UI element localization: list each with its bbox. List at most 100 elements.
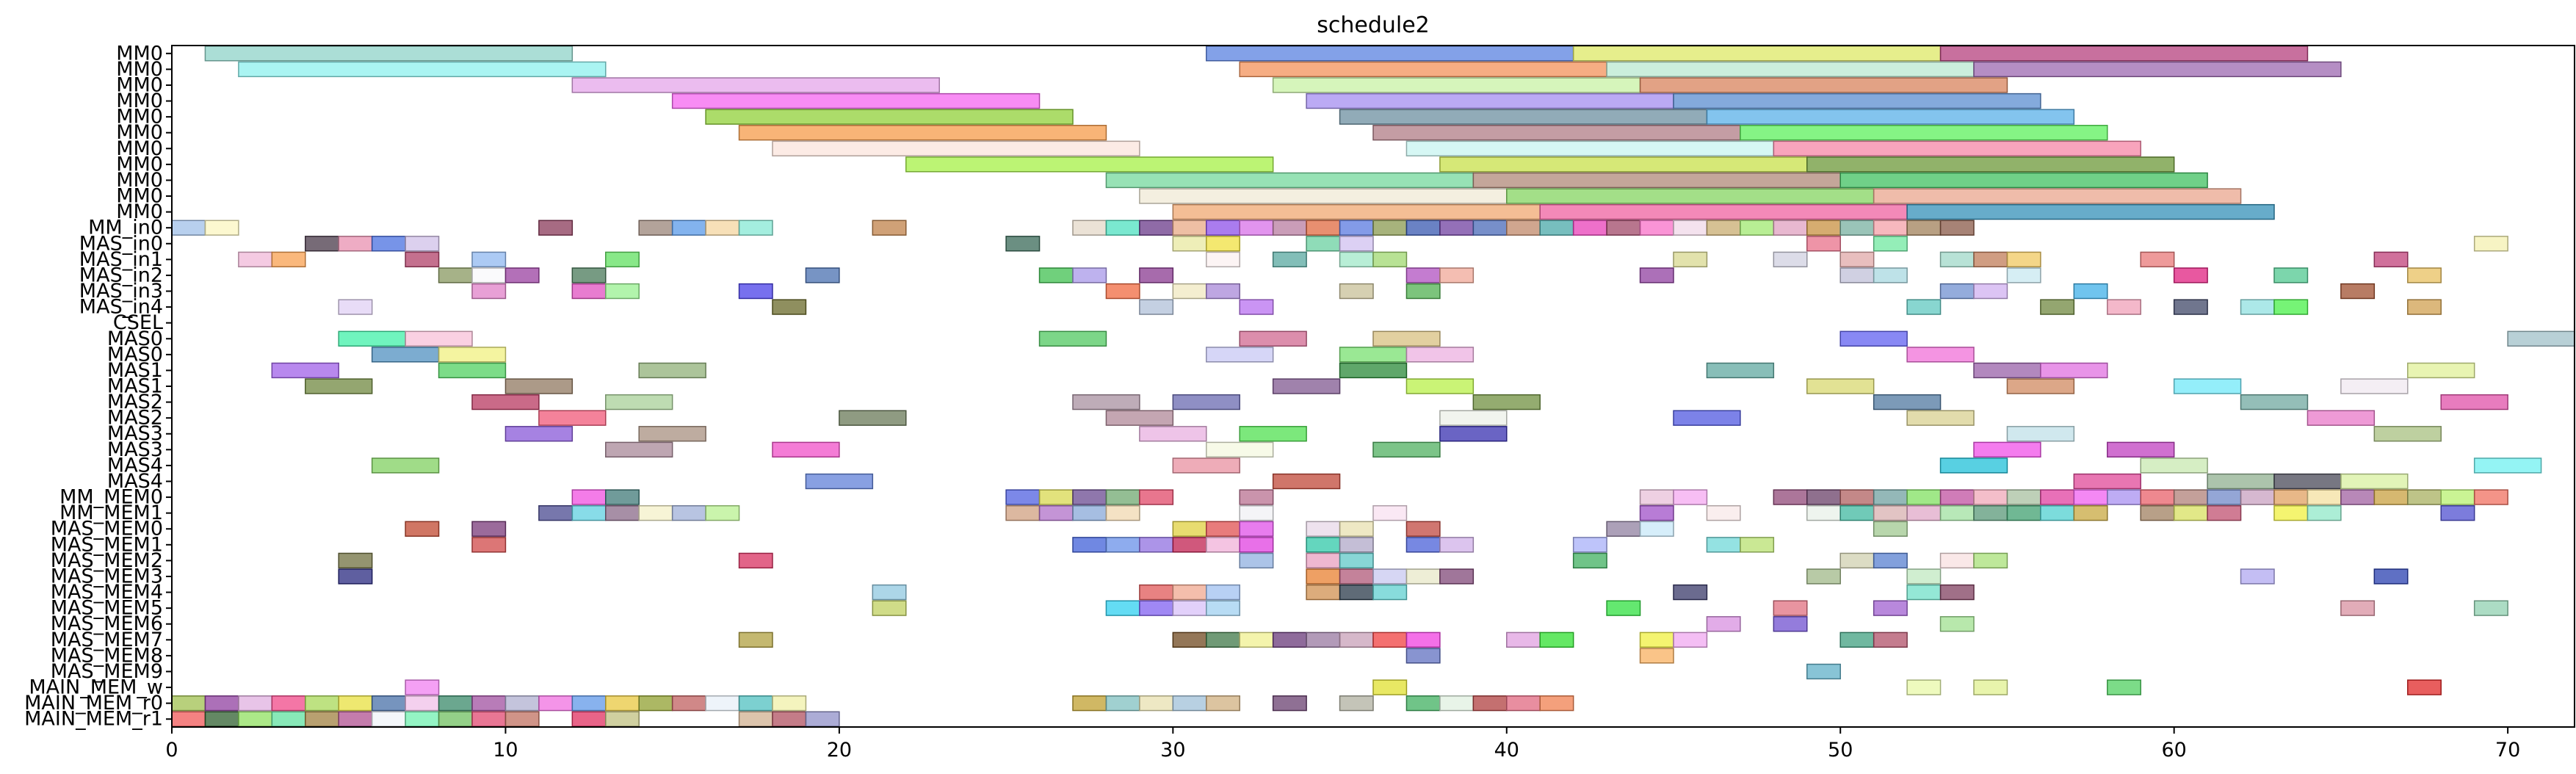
task-bar (1539, 220, 1574, 236)
task-bar (438, 267, 473, 283)
task-bar (471, 521, 507, 537)
task-bar (2340, 378, 2409, 394)
y-tick-label: MAS_MEM6 (51, 612, 163, 635)
task-bar (1405, 537, 1441, 553)
task-bar (405, 521, 440, 537)
task-bar (1405, 568, 1441, 585)
task-bar (1673, 410, 1741, 426)
task-bar (1306, 632, 1341, 648)
task-bar (1873, 220, 1908, 236)
task-bar (2307, 489, 2342, 505)
task-bar (1038, 267, 1074, 283)
task-bar (1405, 632, 1441, 648)
task-bar (1172, 632, 1207, 648)
task-bar (504, 267, 540, 283)
task-bar (738, 125, 1107, 141)
task-bar (1206, 46, 1574, 62)
y-tick-label: MAS4 (107, 454, 163, 477)
task-bar (1906, 568, 1942, 585)
task-bar (2107, 299, 2141, 315)
task-bar (405, 711, 440, 727)
task-bar (1272, 220, 1307, 236)
task-bar (1072, 537, 1107, 553)
y-tick-label: MM0 (116, 137, 163, 160)
x-axis: 0 10 20 30 40 50 60 70 (165, 727, 2520, 762)
task-bar (1439, 410, 1508, 426)
task-bar (2273, 267, 2309, 283)
task-bar (171, 220, 206, 236)
task-bar (2407, 679, 2442, 695)
task-bar (605, 394, 673, 410)
y-tick-label: MM0 (116, 73, 163, 96)
task-bar (2207, 489, 2242, 505)
task-bar (1139, 188, 1508, 204)
task-bar (2173, 378, 2242, 394)
task-bar (1105, 410, 1174, 426)
y-tick-label: MAS3 (107, 438, 163, 461)
task-bar (2273, 473, 2342, 490)
task-bar (1906, 679, 1942, 695)
task-bar (772, 441, 840, 458)
task-bar (1639, 521, 1674, 537)
task-bar (1973, 251, 2008, 268)
task-bar (1773, 489, 1808, 505)
task-bar (2440, 394, 2508, 410)
task-bar (1873, 267, 1908, 283)
task-bar (1339, 568, 1374, 585)
task-bar (1239, 537, 1274, 553)
y-tick-label: CSEL (113, 311, 163, 334)
task-bar (1038, 504, 1074, 521)
task-bar (2340, 283, 2376, 300)
x-tick-label: 30 (1160, 739, 1185, 762)
task-bar (1939, 220, 1975, 236)
task-bar (1506, 220, 1541, 236)
task-bar (1506, 188, 1875, 204)
task-bar (405, 695, 440, 712)
task-bar (471, 283, 507, 300)
task-bar (1306, 220, 1341, 236)
x-tick-label: 40 (1494, 739, 1519, 762)
task-bar (405, 236, 440, 252)
task-bar (305, 711, 339, 727)
task-bar (2073, 504, 2108, 521)
task-bar (1873, 632, 1908, 648)
task-bar (1239, 61, 1607, 78)
y-tick-label: MAS_in1 (79, 248, 163, 271)
task-bar (2173, 489, 2208, 505)
task-bar (1105, 283, 1140, 300)
task-bar (1839, 504, 1875, 521)
task-bar (2040, 489, 2075, 505)
task-bar (1572, 552, 1607, 569)
task-bar (1339, 236, 1374, 252)
y-tick-label: MAS2 (107, 407, 163, 430)
task-bar (2006, 378, 2075, 394)
task-bar (2006, 489, 2041, 505)
y-tick-label: MM_in0 (88, 217, 163, 239)
task-bar (1306, 521, 1341, 537)
task-bar (2006, 251, 2041, 268)
task-bar (1606, 600, 1641, 616)
task-bar (1539, 203, 1908, 220)
task-bar (1405, 521, 1441, 537)
task-bar (705, 504, 740, 521)
task-bar (238, 711, 273, 727)
task-bar (1740, 537, 1775, 553)
task-bar (571, 504, 607, 521)
task-bar (1339, 537, 1374, 553)
task-bar (1206, 632, 1240, 648)
task-bar (1939, 616, 1975, 632)
task-bar (1372, 125, 1741, 141)
task-bar (1339, 283, 1374, 300)
task-bar (1005, 504, 1041, 521)
task-bar (772, 140, 1140, 156)
y-tick-label: MAS_MEM9 (51, 660, 163, 683)
task-bar (1405, 378, 1475, 394)
task-bar (1339, 251, 1374, 268)
task-bar (1706, 362, 1775, 379)
task-bar (738, 220, 773, 236)
task-bar (605, 283, 640, 300)
y-tick-label: MM0 (116, 153, 163, 176)
task-bar (504, 695, 540, 712)
task-bar (1072, 267, 1107, 283)
task-bar (2273, 489, 2309, 505)
